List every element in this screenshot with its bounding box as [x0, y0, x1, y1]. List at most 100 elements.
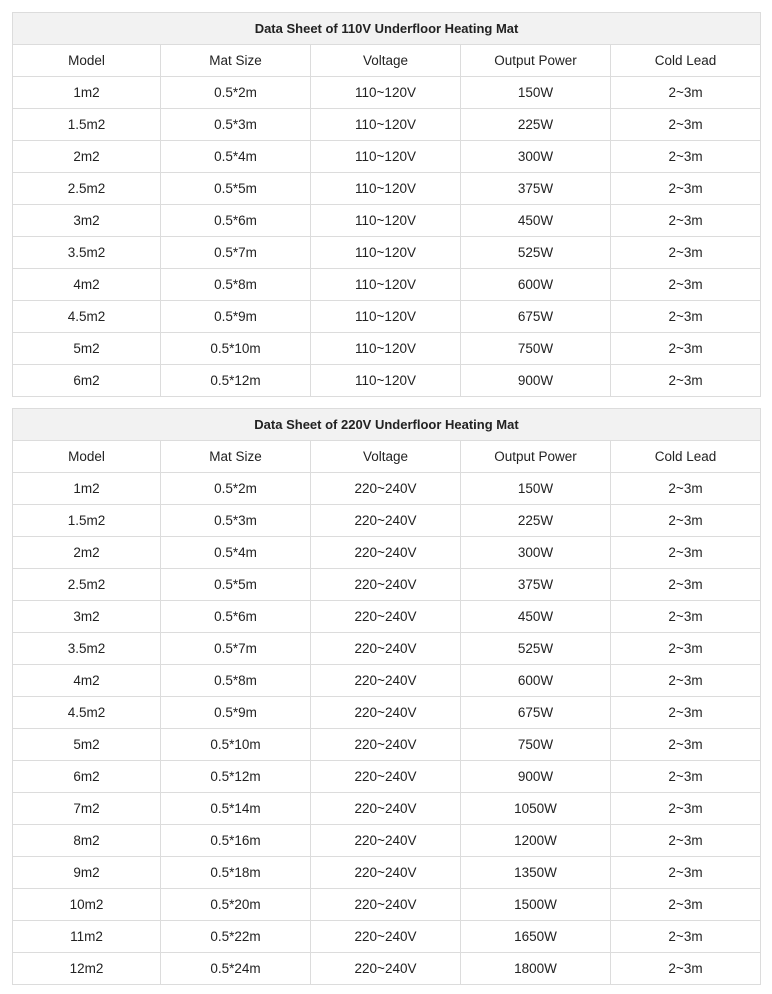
column-header: Cold Lead [610, 440, 761, 473]
table-row: 10m2 0.5*20m 220~240V 1500W 2~3m [12, 888, 761, 921]
table-cell: 2~3m [610, 696, 761, 729]
table-cell: 900W [460, 760, 611, 793]
table-cell: 0.5*14m [160, 792, 311, 825]
table-cell: 675W [460, 696, 611, 729]
table-cell: 0.5*9m [160, 696, 311, 729]
table-cell: 2.5m2 [12, 172, 161, 205]
table-cell: 0.5*10m [160, 728, 311, 761]
table-cell: 220~240V [310, 920, 461, 953]
table-row: 2m2 0.5*4m 110~120V 300W 2~3m [12, 140, 762, 173]
table-cell: 9m2 [12, 856, 161, 889]
table-cell: 2~3m [609, 268, 762, 301]
table-cell: 0.5*18m [160, 856, 311, 889]
table-body: 1m2 0.5*2m 110~120V 150W 2~3m 1.5m2 0.5*3m 110~… [12, 76, 762, 397]
table-cell: 225W [460, 504, 611, 537]
table-cell: 2~3m [610, 472, 761, 505]
table-cell: 220~240V [310, 568, 461, 601]
column-header: Voltage [310, 440, 461, 473]
table-cell: 0.5*20m [160, 888, 311, 921]
table-row: 3m2 0.5*6m 110~120V 450W 2~3m [12, 204, 762, 237]
table-cell: 2~3m [610, 728, 761, 761]
table-row: 4.5m2 0.5*9m 110~120V 675W 2~3m [12, 300, 762, 333]
table-cell: 450W [460, 600, 611, 633]
table-cell: 2~3m [610, 824, 761, 857]
table-cell: 7m2 [12, 792, 161, 825]
table-cell: 6m2 [12, 364, 161, 397]
table-cell: 1200W [460, 824, 611, 857]
table-cell: 150W [460, 472, 611, 505]
table-cell: 220~240V [310, 760, 461, 793]
table-cell: 2m2 [12, 536, 161, 569]
header-row: Model Mat Size Voltage Output Power Cold Lea… [12, 44, 762, 77]
table-cell: 1.5m2 [12, 504, 161, 537]
table-cell: 0.5*9m [160, 300, 311, 333]
table-cell: 2~3m [609, 236, 762, 269]
table-cell: 2~3m [609, 76, 762, 109]
table-cell: 220~240V [310, 824, 461, 857]
table-cell: 150W [460, 76, 611, 109]
column-header: Output Power [460, 44, 611, 77]
table-cell: 2~3m [610, 664, 761, 697]
table-cell: 220~240V [310, 664, 461, 697]
table-cell: 110~120V [310, 108, 461, 141]
data-sheet-220v-table: Data Sheet of 220V Underfloor Heating Ma… [12, 408, 761, 985]
table-cell: 0.5*16m [160, 824, 311, 857]
table-cell: 2.5m2 [12, 568, 161, 601]
table-cell: 2m2 [12, 140, 161, 173]
table-cell: 220~240V [310, 888, 461, 921]
table-cell: 1650W [460, 920, 611, 953]
table-row: 2.5m2 0.5*5m 110~120V 375W 2~3m [12, 172, 762, 205]
table-cell: 220~240V [310, 952, 461, 985]
table-title: Data Sheet of 220V Underfloor Heating Ma… [12, 408, 761, 441]
table-cell: 2~3m [609, 204, 762, 237]
table-cell: 0.5*7m [160, 632, 311, 665]
table-row: 12m2 0.5*24m 220~240V 1800W 2~3m [12, 952, 761, 985]
table-cell: 2~3m [610, 536, 761, 569]
table-cell: 220~240V [310, 600, 461, 633]
table-cell: 525W [460, 632, 611, 665]
table-cell: 2~3m [609, 364, 762, 397]
column-header: Cold Lead [609, 44, 762, 77]
table-cell: 1050W [460, 792, 611, 825]
table-cell: 225W [460, 108, 611, 141]
table-row: 1m2 0.5*2m 110~120V 150W 2~3m [12, 76, 762, 109]
table-row: 4.5m2 0.5*9m 220~240V 675W 2~3m [12, 696, 761, 729]
table-cell: 0.5*4m [160, 140, 311, 173]
table-cell: 525W [460, 236, 611, 269]
table-cell: 220~240V [310, 536, 461, 569]
table-cell: 600W [460, 268, 611, 301]
table-cell: 3.5m2 [12, 632, 161, 665]
table-cell: 4.5m2 [12, 300, 161, 333]
table-cell: 4.5m2 [12, 696, 161, 729]
table-cell: 1500W [460, 888, 611, 921]
table-cell: 0.5*5m [160, 568, 311, 601]
table-cell: 3m2 [12, 600, 161, 633]
table-cell: 110~120V [310, 76, 461, 109]
table-cell: 0.5*12m [160, 364, 311, 397]
column-header: Model [12, 44, 161, 77]
table-cell: 2~3m [609, 300, 762, 333]
table-row: 1.5m2 0.5*3m 220~240V 225W 2~3m [12, 504, 761, 537]
table-cell: 675W [460, 300, 611, 333]
table-cell: 0.5*24m [160, 952, 311, 985]
table-cell: 2~3m [610, 568, 761, 601]
table-cell: 0.5*3m [160, 108, 311, 141]
table-cell: 10m2 [12, 888, 161, 921]
table-cell: 300W [460, 140, 611, 173]
table-row: 4m2 0.5*8m 220~240V 600W 2~3m [12, 664, 761, 697]
table-row: 1.5m2 0.5*3m 110~120V 225W 2~3m [12, 108, 762, 141]
table-cell: 0.5*2m [160, 472, 311, 505]
table-cell: 0.5*5m [160, 172, 311, 205]
table-row: 5m2 0.5*10m 110~120V 750W 2~3m [12, 332, 762, 365]
table-row: 9m2 0.5*18m 220~240V 1350W 2~3m [12, 856, 761, 889]
table-cell: 110~120V [310, 268, 461, 301]
table-cell: 110~120V [310, 332, 461, 365]
table-cell: 3.5m2 [12, 236, 161, 269]
table-cell: 220~240V [310, 632, 461, 665]
table-cell: 220~240V [310, 728, 461, 761]
table-cell: 4m2 [12, 664, 161, 697]
table-cell: 1.5m2 [12, 108, 161, 141]
table-row: 6m2 0.5*12m 110~120V 900W 2~3m [12, 364, 762, 397]
table-cell: 110~120V [310, 300, 461, 333]
column-header: Mat Size [160, 440, 311, 473]
